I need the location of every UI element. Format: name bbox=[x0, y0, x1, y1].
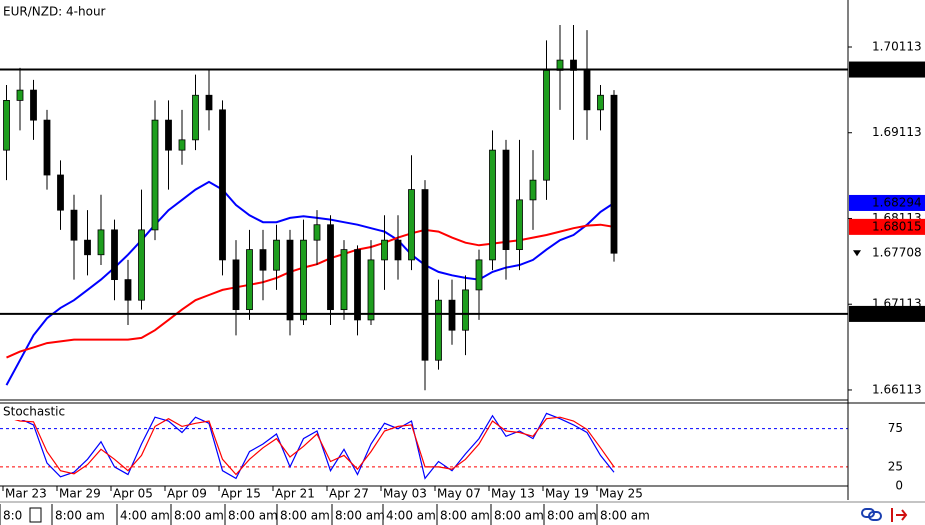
candle-body bbox=[111, 229, 118, 281]
y-tick-label: 25 bbox=[888, 459, 903, 473]
status-label: 8:00 am bbox=[55, 509, 105, 523]
status-label: 8:00 am bbox=[228, 509, 278, 523]
status-label: 8:00 am bbox=[547, 509, 597, 523]
price-tag bbox=[849, 218, 925, 235]
price-tag-label: 1.67708 bbox=[872, 246, 922, 260]
price-tag bbox=[849, 194, 925, 211]
candle-body bbox=[543, 69, 550, 181]
candle-body bbox=[462, 289, 469, 331]
y-tick-label: 1.66113 bbox=[872, 382, 922, 396]
candle-body bbox=[381, 239, 388, 261]
price-tag-label: 1.68294 bbox=[872, 195, 922, 209]
shift-icon[interactable] bbox=[891, 508, 908, 522]
price-marker bbox=[853, 250, 861, 257]
candle-body bbox=[165, 119, 172, 151]
title-bg bbox=[0, 2, 122, 20]
candle-body bbox=[448, 299, 456, 331]
line-series bbox=[6, 223, 615, 359]
status-label: 8:00 am bbox=[335, 509, 385, 523]
candle-body bbox=[178, 139, 186, 151]
x-tick-label: Apr 05 bbox=[113, 487, 153, 501]
x-tick-label: Apr 09 bbox=[167, 487, 207, 501]
price-tag bbox=[849, 245, 925, 262]
candle-body bbox=[97, 229, 105, 256]
candle-body bbox=[502, 149, 510, 251]
line-series bbox=[5, 180, 615, 386]
candle-body bbox=[489, 149, 496, 261]
candle-body bbox=[529, 179, 537, 201]
x-tick-label: May 03 bbox=[383, 487, 427, 501]
title-bg bbox=[0, 404, 72, 420]
candle-body bbox=[475, 259, 483, 291]
candle-body bbox=[367, 259, 375, 321]
x-tick-label: May 19 bbox=[545, 487, 589, 501]
candle-body bbox=[583, 69, 591, 111]
y-tick-label: 1.70113 bbox=[872, 39, 922, 53]
status-label: 8:0 bbox=[3, 509, 22, 523]
candle-body bbox=[394, 239, 402, 261]
candle-body bbox=[192, 94, 199, 141]
candle-body bbox=[70, 209, 78, 241]
candle-body bbox=[30, 89, 37, 121]
candle-body bbox=[273, 239, 280, 271]
status-label: 8:00 am bbox=[600, 509, 650, 523]
candle-body bbox=[43, 119, 51, 176]
candle-body bbox=[246, 249, 253, 311]
status-label: 4:00 am bbox=[386, 509, 436, 523]
x-tick-label: Apr 27 bbox=[329, 487, 369, 501]
candle-body bbox=[138, 229, 145, 301]
chart-title: EUR/NZD: 4-hour bbox=[3, 5, 106, 19]
candle-body bbox=[354, 249, 361, 321]
candle-body bbox=[205, 94, 213, 111]
candle-body bbox=[3, 100, 10, 151]
status-label: 8:00 am bbox=[280, 509, 330, 523]
candle-body bbox=[286, 239, 294, 321]
x-tick-label: Apr 21 bbox=[275, 487, 315, 501]
price-tag-label: 1.68015 bbox=[872, 219, 922, 233]
candle-body bbox=[340, 249, 348, 311]
x-tick-label: May 13 bbox=[491, 487, 535, 501]
y-tick-label: 1.69113 bbox=[872, 125, 922, 139]
x-tick-label: May 25 bbox=[599, 487, 643, 501]
y-tick-label: 75 bbox=[888, 421, 903, 435]
candle-body bbox=[516, 199, 523, 251]
scroll-box[interactable] bbox=[29, 507, 42, 523]
candle-body bbox=[84, 239, 91, 256]
level-tag-label: 1.67000 bbox=[872, 306, 922, 320]
candle-body bbox=[57, 174, 64, 211]
candle-body bbox=[421, 189, 429, 361]
status-label: 4:00 am bbox=[120, 509, 170, 523]
candle-body bbox=[232, 259, 240, 311]
panel-title: Stochastic bbox=[3, 405, 65, 419]
candle-body bbox=[151, 119, 159, 231]
level-tag-label: 1.69850 bbox=[872, 62, 922, 76]
status-label: 8:00 am bbox=[174, 509, 224, 523]
candle-body bbox=[219, 109, 226, 261]
status-label: 8:00 am bbox=[440, 509, 490, 523]
candle-body bbox=[313, 224, 321, 241]
status-label: 8:00 am bbox=[494, 509, 544, 523]
candle-body bbox=[16, 89, 24, 101]
candle-body bbox=[300, 239, 307, 321]
line-series bbox=[6, 416, 615, 476]
candle-body bbox=[259, 249, 267, 271]
candle-body bbox=[597, 94, 604, 111]
x-tick-label: Mar 29 bbox=[59, 487, 101, 501]
candle-body bbox=[408, 189, 415, 261]
candle-body bbox=[327, 224, 334, 311]
candle-body bbox=[435, 299, 442, 361]
x-tick-label: Mar 23 bbox=[5, 487, 47, 501]
level-tag bbox=[849, 61, 925, 78]
x-tick-label: Apr 15 bbox=[221, 487, 261, 501]
x-tick-label: May 07 bbox=[437, 487, 481, 501]
candle-body bbox=[124, 279, 132, 301]
candle-body bbox=[610, 94, 618, 254]
y-tick-label: 0 bbox=[895, 479, 903, 493]
link-icon[interactable] bbox=[861, 508, 882, 521]
level-tag bbox=[849, 305, 925, 322]
